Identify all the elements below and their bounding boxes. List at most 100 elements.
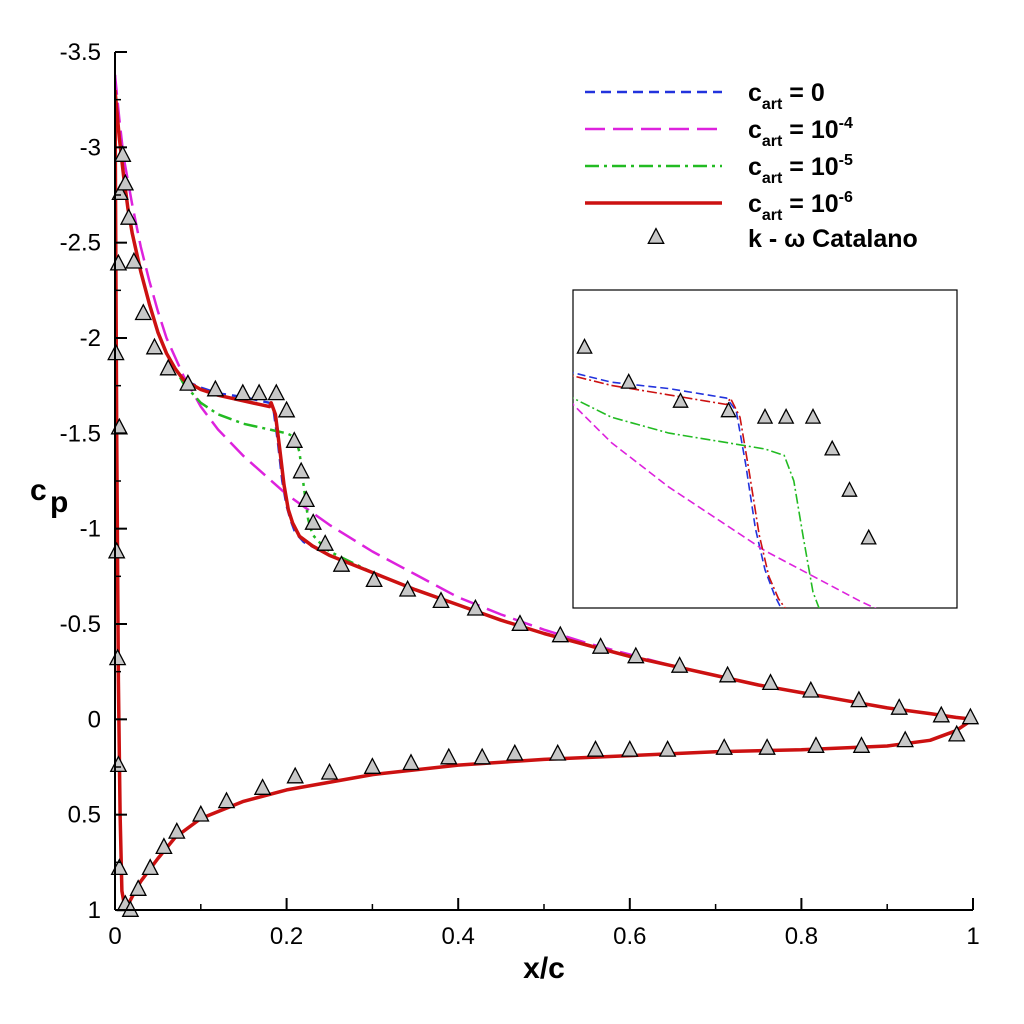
reference-point <box>548 743 567 761</box>
y-tick-label: -1 <box>80 516 101 543</box>
reference-point <box>206 379 225 397</box>
reference-point <box>253 778 272 795</box>
x-tick-label: 0 <box>108 923 121 950</box>
inset-reference-point <box>860 528 877 545</box>
reference-point <box>107 541 126 559</box>
reference-point <box>591 637 610 654</box>
inset-reference-point <box>841 481 858 497</box>
legend-reference-marker <box>647 227 665 244</box>
reference-point <box>932 705 951 723</box>
reference-point <box>586 739 605 757</box>
inset-series-3-line <box>573 375 786 608</box>
inset-reference-point <box>672 392 689 408</box>
reference-point <box>119 208 138 225</box>
y-tick-label: 1 <box>88 897 101 924</box>
inset-frame <box>572 289 958 609</box>
reference-point <box>432 591 450 609</box>
reference-point <box>398 579 417 597</box>
reference-point <box>551 625 570 643</box>
reference-point <box>715 738 733 755</box>
reference-point <box>466 598 485 616</box>
reference-point <box>155 837 173 855</box>
reference-point <box>896 730 914 748</box>
reference-point <box>217 791 236 809</box>
reference-point <box>947 724 966 742</box>
reference-point <box>267 383 286 401</box>
reference-point <box>125 251 143 269</box>
x-tick-label: 0.8 <box>785 923 818 950</box>
x-tick-label: 0.2 <box>270 923 303 950</box>
x-tick-label: 0.4 <box>442 923 475 950</box>
reference-point <box>316 534 334 551</box>
reference-point <box>108 648 127 666</box>
reference-point <box>277 400 296 418</box>
reference-point <box>758 738 776 755</box>
x-tick-label: 0.6 <box>613 923 646 950</box>
inset-reference-point <box>824 439 841 456</box>
reference-point <box>141 858 159 876</box>
reference-point <box>802 680 820 698</box>
reference-point <box>113 145 132 162</box>
reference-point <box>670 656 689 673</box>
inset-plot <box>573 371 877 608</box>
reference-point <box>718 665 737 683</box>
y-tick-label: -1.5 <box>60 420 101 447</box>
reference-point <box>234 383 252 401</box>
reference-point <box>506 743 524 761</box>
legend-label-0: cart = 0 <box>748 79 825 113</box>
reference-point <box>134 303 153 321</box>
reference-point <box>320 762 339 780</box>
reference-point <box>286 766 304 784</box>
reference-point <box>961 707 980 725</box>
reference-point <box>168 821 186 839</box>
reference-point <box>850 690 868 708</box>
y-axis-label-subscript: p <box>50 486 68 519</box>
y-tick-label: -2.5 <box>60 230 101 257</box>
inset-reference-point <box>620 372 637 389</box>
y-tick-label: 0.5 <box>68 802 101 829</box>
reference-point <box>250 383 268 401</box>
reference-point <box>116 173 135 191</box>
y-tick-label: -3 <box>80 134 101 161</box>
legend-label-2: cart = 10-5 <box>748 152 853 187</box>
reference-point <box>129 879 147 896</box>
reference-point <box>658 739 677 757</box>
y-tick-label: -0.5 <box>60 611 101 638</box>
x-axis-label: x/c <box>523 952 565 985</box>
reference-point <box>440 747 458 765</box>
reference-point <box>304 513 322 530</box>
inset-series-2-line <box>573 397 820 608</box>
reference-point <box>511 614 529 631</box>
inset-reference-point <box>756 407 774 424</box>
reference-point <box>332 555 351 572</box>
legend-label-3: cart = 10-6 <box>748 189 853 224</box>
y-tick-label: -2 <box>80 325 101 352</box>
inset-reference-point <box>576 337 593 354</box>
legend-label-1: cart = 10-4 <box>748 115 853 150</box>
reference-point <box>365 570 383 588</box>
reference-point <box>292 461 310 479</box>
reference-point <box>473 747 491 765</box>
reference-point <box>627 646 645 664</box>
x-tick-label: 1 <box>966 923 979 950</box>
y-tick-label: 0 <box>88 706 101 733</box>
reference-point <box>363 757 382 774</box>
reference-point <box>121 900 140 917</box>
y-axis-label: c <box>30 474 47 507</box>
reference-point <box>145 337 164 355</box>
reference-point <box>807 736 825 753</box>
reference-point <box>761 673 780 691</box>
reference-point <box>192 804 210 822</box>
y-tick-label: -3.5 <box>60 39 101 66</box>
reference-point <box>852 736 871 753</box>
legend-label-reference: k - ω Catalano <box>748 225 918 253</box>
reference-point <box>621 739 639 757</box>
inset-reference-point <box>804 407 822 424</box>
reference-point <box>402 753 420 771</box>
inset-reference-point <box>720 401 737 418</box>
inset-reference-point <box>777 407 795 424</box>
reference-point <box>285 431 304 448</box>
reference-point <box>297 490 316 508</box>
reference-point <box>890 698 908 715</box>
reference-point <box>159 358 177 376</box>
